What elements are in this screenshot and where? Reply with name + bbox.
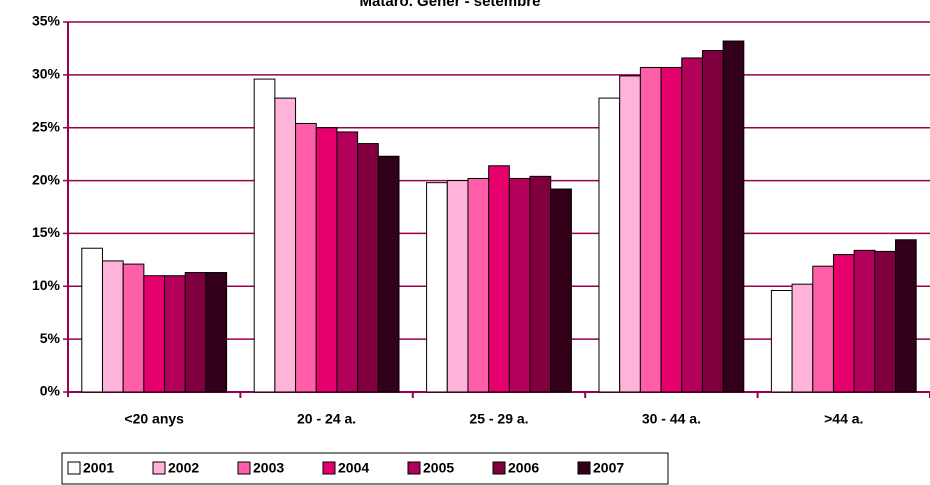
bar — [895, 239, 917, 393]
bar — [205, 272, 228, 393]
bar — [446, 180, 469, 393]
y-tick-label: 5% — [40, 330, 61, 346]
bar — [529, 175, 552, 393]
y-tick-label: 20% — [32, 171, 61, 187]
bar — [295, 122, 317, 393]
bar — [550, 188, 572, 393]
legend-swatch — [322, 461, 336, 475]
bar — [184, 272, 207, 393]
legend-label: 2007 — [593, 460, 624, 476]
bar — [832, 254, 855, 393]
bar — [81, 247, 103, 393]
bar — [722, 40, 745, 393]
y-tick-label: 30% — [32, 66, 61, 82]
bar — [701, 50, 724, 393]
bar — [598, 97, 621, 393]
legend-label: 2002 — [168, 460, 199, 476]
bar — [377, 155, 400, 393]
legend-swatch — [152, 461, 166, 475]
bar — [357, 143, 379, 393]
legend-swatch — [577, 461, 591, 475]
legend-label: 2005 — [423, 460, 454, 476]
legend-label: 2006 — [508, 460, 539, 476]
bar — [681, 57, 703, 393]
legend-swatch — [67, 461, 81, 475]
bar — [660, 66, 683, 393]
bar — [122, 263, 145, 393]
y-tick-label: 25% — [32, 118, 61, 134]
bar — [336, 131, 359, 393]
y-tick-label: 35% — [32, 13, 61, 29]
bar — [315, 127, 338, 393]
x-tick-label: >44 a. — [824, 411, 863, 427]
bar — [426, 182, 448, 393]
legend-swatch — [407, 461, 421, 475]
legend-label: 2001 — [83, 460, 114, 476]
x-tick-label: 30 - 44 a. — [642, 411, 701, 427]
x-tick-label: 20 - 24 a. — [297, 411, 356, 427]
bar — [488, 165, 510, 393]
bar — [853, 249, 876, 393]
bar — [619, 75, 641, 393]
bar — [253, 78, 276, 393]
bar — [101, 260, 124, 393]
legend-swatch — [237, 461, 251, 475]
bar — [770, 290, 793, 393]
bar — [164, 275, 186, 393]
legend-label: 2004 — [338, 460, 369, 476]
bar — [508, 177, 531, 393]
bar — [274, 97, 297, 393]
bar — [791, 283, 814, 393]
y-tick-label: 15% — [32, 224, 61, 240]
bar — [639, 66, 662, 393]
bar — [143, 275, 166, 393]
y-tick-label: 0% — [40, 383, 61, 399]
bar — [812, 265, 834, 393]
legend-swatch — [492, 461, 506, 475]
bar — [467, 177, 490, 393]
legend-label: 2003 — [253, 460, 284, 476]
x-tick-label: <20 anys — [124, 411, 184, 427]
y-tick-label: 10% — [32, 277, 61, 293]
bar — [874, 250, 897, 393]
chart-title: Mataró. Gener - setembre — [360, 0, 541, 10]
x-tick-label: 25 - 29 a. — [469, 411, 528, 427]
